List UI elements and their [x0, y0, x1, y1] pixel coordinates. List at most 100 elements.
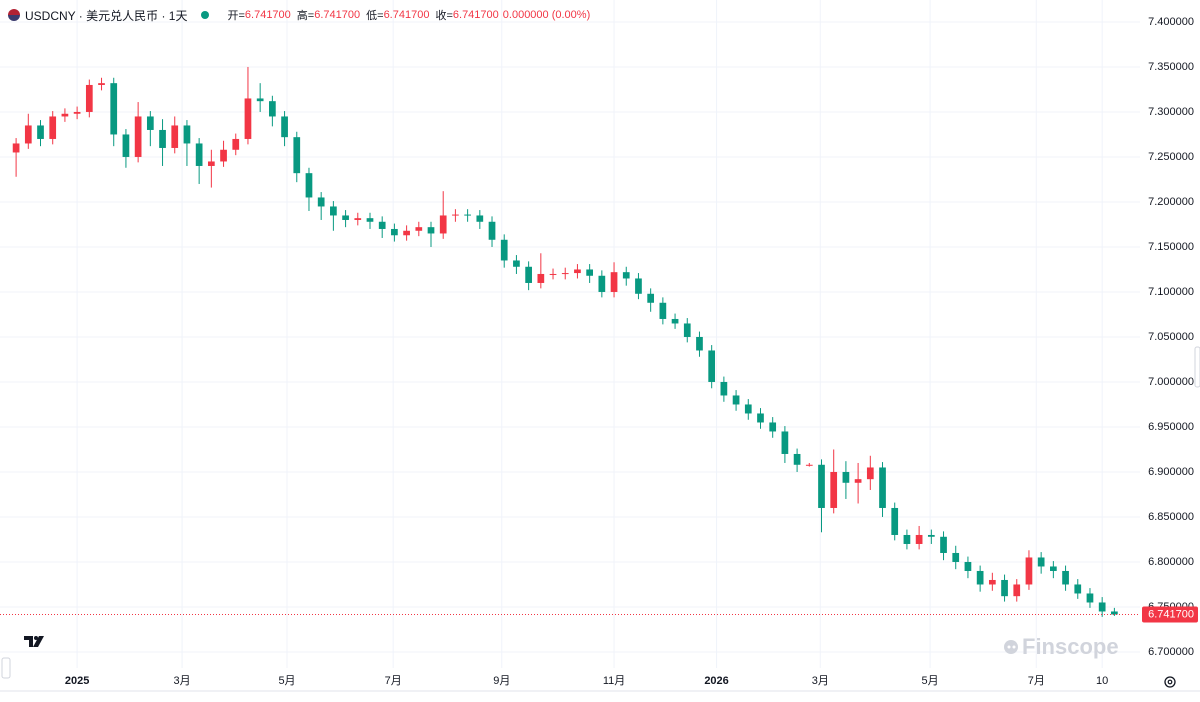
scroll-left[interactable] — [1, 657, 11, 679]
candle-body — [683, 323, 691, 337]
y-tick-label: 6.800000 — [1148, 556, 1194, 568]
low-label: 低= — [366, 10, 384, 22]
candle-body — [622, 272, 630, 279]
candle-body — [659, 302, 667, 319]
x-tick-label: 9月 — [493, 675, 510, 687]
last-price-label: 6.741700 — [1148, 608, 1194, 620]
candle-body — [903, 534, 911, 544]
close-value: 6.741700 — [452, 9, 499, 21]
candle-body — [24, 125, 32, 144]
candle-body — [85, 84, 93, 112]
x-tick-label: 5月 — [278, 675, 295, 687]
candle-body — [232, 138, 240, 150]
candle-body — [159, 129, 166, 148]
settings-icon[interactable] — [1164, 676, 1176, 688]
candle-body — [330, 206, 337, 216]
candle-body — [915, 534, 923, 544]
candle-body — [488, 221, 496, 240]
candle-body — [879, 467, 886, 508]
candle-body — [342, 215, 349, 220]
candle-body — [525, 266, 532, 283]
candle-body — [866, 467, 874, 480]
candle-body — [403, 230, 410, 236]
candle-body — [537, 273, 545, 283]
candle-body — [561, 273, 569, 275]
candle-body — [146, 116, 154, 130]
high-label: 高= — [296, 10, 315, 22]
candle-body — [1013, 584, 1021, 597]
x-tick-label: 3月 — [174, 675, 191, 687]
candle-body — [269, 101, 276, 117]
candle-body — [891, 507, 899, 535]
symbol-title[interactable]: USDCNY · 美元兑人民币 · 1天 — [25, 8, 188, 23]
candle-body — [73, 111, 81, 114]
candle-body — [708, 350, 716, 382]
candle-body — [12, 143, 20, 153]
x-tick-label: 3月 — [812, 675, 829, 687]
candle-body — [696, 336, 703, 351]
candle-body — [586, 269, 593, 276]
watermark: Finscope — [1022, 634, 1119, 659]
axis-labels: 6.7000006.7500006.8000006.8500006.900000… — [65, 16, 1198, 687]
y-tick-label: 7.250000 — [1148, 151, 1194, 163]
candle-body — [647, 293, 655, 303]
candle-body — [207, 161, 215, 166]
candle-body — [415, 227, 423, 231]
candle-body — [354, 218, 362, 220]
candle-body — [805, 464, 813, 466]
close-label: 收= — [435, 10, 453, 22]
candle-body — [134, 116, 142, 157]
candle-body — [732, 395, 740, 405]
y-tick-label: 6.850000 — [1148, 511, 1194, 523]
candle-body — [793, 453, 801, 465]
candle-body — [635, 278, 642, 294]
status-dot — [201, 11, 210, 19]
candle-body — [757, 413, 764, 423]
y-tick-label: 7.100000 — [1148, 286, 1194, 298]
y-tick-label: 6.900000 — [1148, 466, 1194, 478]
candle-body — [391, 228, 398, 236]
candle-body — [305, 173, 313, 198]
candle-body — [818, 464, 825, 508]
candle-body — [988, 579, 996, 585]
header: USDCNY · 美元兑人民币 · 1天 开= 6.741700 高= 6.7417… — [8, 6, 590, 24]
candle-body — [598, 275, 606, 292]
x-tick-label: 7月 — [385, 675, 402, 687]
last-price-box — [1142, 606, 1198, 623]
candle-body — [513, 260, 520, 267]
candle-body — [927, 534, 935, 537]
y-tick-label: 7.300000 — [1148, 106, 1194, 118]
flag-icon — [8, 9, 20, 21]
candle-body — [500, 239, 508, 261]
candle-body — [964, 561, 972, 571]
scroll-handle[interactable] — [1194, 346, 1200, 388]
candle-body — [49, 116, 57, 139]
y-tick-label: 6.700000 — [1148, 646, 1194, 658]
candle-body — [1086, 593, 1094, 603]
candle-body — [830, 471, 838, 508]
candle-body — [1062, 570, 1069, 585]
y-tick-label: 7.200000 — [1148, 196, 1194, 208]
y-tick-label: 7.400000 — [1148, 16, 1194, 28]
y-tick-label: 6.950000 — [1148, 421, 1194, 433]
open-value: 6.741700 — [244, 9, 291, 21]
candle-body — [720, 381, 728, 396]
candle-body — [171, 125, 179, 148]
high-value: 6.741700 — [314, 9, 361, 21]
candle-body — [61, 113, 69, 117]
candle-body — [574, 269, 581, 274]
candle-body — [1037, 557, 1045, 567]
candle-body — [378, 221, 386, 229]
x-tick-label: 10 — [1096, 675, 1108, 687]
candle-body — [476, 215, 484, 222]
candle-body — [671, 318, 679, 324]
candle-body — [98, 83, 105, 85]
y-tick-label: 7.150000 — [1148, 241, 1194, 253]
candle-body — [610, 272, 618, 292]
candle-body — [769, 422, 777, 432]
candle-body — [781, 431, 789, 454]
x-tick-label: 2026 — [704, 675, 728, 687]
candle-body — [940, 536, 947, 553]
